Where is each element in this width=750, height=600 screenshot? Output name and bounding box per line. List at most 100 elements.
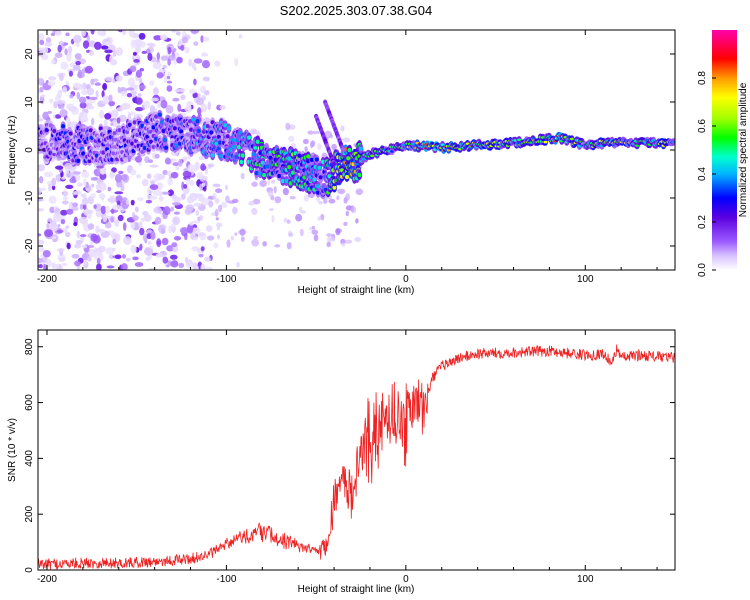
ridge-point <box>672 140 675 144</box>
noise-blob <box>95 90 99 98</box>
ridge-point <box>262 173 267 178</box>
noise-blob <box>75 42 80 47</box>
noise-blob <box>355 218 359 224</box>
colorbar-tick-label: 0.8 <box>697 71 708 85</box>
noise-blob <box>56 101 65 105</box>
noise-blob <box>320 213 325 221</box>
ridge-point <box>149 139 153 144</box>
ridge-point <box>347 148 352 153</box>
ridge-point <box>132 120 137 125</box>
noise-blob <box>196 247 201 254</box>
noise-blob <box>138 221 143 228</box>
noise-blob <box>148 159 153 164</box>
noise-blob <box>199 214 203 221</box>
noise-blob <box>136 174 142 179</box>
noise-blob <box>204 267 213 270</box>
noise-blob <box>299 228 304 237</box>
noise-blob <box>219 105 226 110</box>
noise-blob <box>122 222 127 231</box>
noise-blob <box>42 250 51 258</box>
noise-blob <box>128 30 135 37</box>
noise-blob <box>230 235 235 241</box>
noise-blob <box>93 204 97 209</box>
ridge-point <box>358 146 363 151</box>
ridge-point <box>247 135 251 140</box>
noise-blob <box>65 172 74 179</box>
noise-blob <box>286 242 292 250</box>
noise-blob <box>102 95 110 102</box>
noise-blob <box>87 244 95 248</box>
noise-blob <box>193 78 197 86</box>
noise-blob <box>44 229 53 238</box>
noise-blob <box>39 39 45 46</box>
noise-blob <box>178 262 185 269</box>
noise-blob <box>114 173 123 183</box>
ridge-point <box>314 157 319 162</box>
ridge-point <box>284 178 289 184</box>
noise-blob <box>43 263 47 270</box>
noise-blob <box>149 164 159 168</box>
noise-blob <box>74 53 82 60</box>
ridge-point <box>76 158 81 163</box>
snr-line <box>38 344 675 570</box>
noise-blob <box>47 110 53 114</box>
noise-blob <box>48 76 57 81</box>
noise-blob <box>138 32 146 40</box>
noise-blob <box>192 262 198 270</box>
noise-blob <box>168 225 172 233</box>
noise-blob <box>102 216 108 222</box>
noise-blob <box>156 238 162 248</box>
noise-blob <box>225 195 230 203</box>
noise-blob <box>251 208 258 215</box>
y-tick-label: 20 <box>24 48 35 60</box>
noise-blob <box>38 176 44 184</box>
ridge-point <box>177 141 182 146</box>
noise-blob <box>105 247 115 255</box>
noise-blob <box>157 174 166 180</box>
noise-blob <box>67 45 73 54</box>
noise-blob <box>79 111 88 120</box>
ridge-point <box>517 138 522 142</box>
noise-blob <box>102 82 108 91</box>
noise-blob <box>350 206 357 214</box>
noise-blob <box>198 253 204 258</box>
noise-blob <box>48 195 57 204</box>
noise-blob <box>109 54 115 64</box>
noise-blob <box>78 216 88 224</box>
noise-blob <box>96 190 102 193</box>
noise-blob <box>184 256 189 263</box>
noise-blob <box>234 232 238 236</box>
ridge-point <box>172 126 177 131</box>
noise-blob <box>66 53 72 62</box>
ridge-point <box>370 154 375 158</box>
noise-blob <box>71 206 79 211</box>
noise-blob <box>201 197 211 206</box>
noise-blob <box>135 69 142 78</box>
noise-blob <box>120 90 127 97</box>
noise-blob <box>340 125 345 132</box>
noise-blob <box>166 245 175 252</box>
noise-blob <box>150 230 156 240</box>
ridge-point <box>239 159 244 164</box>
noise-blob <box>96 258 101 265</box>
y-tick-label: 10 <box>24 96 35 108</box>
ridge-point <box>189 127 194 132</box>
noise-blob <box>149 184 159 191</box>
noise-blob <box>202 117 211 122</box>
noise-blob <box>179 227 189 234</box>
ridge-point <box>164 145 169 150</box>
noise-blob <box>126 93 132 98</box>
noise-blob <box>172 97 180 102</box>
noise-blob <box>191 220 201 224</box>
noise-blob <box>317 143 322 151</box>
noise-blob <box>149 105 155 113</box>
noise-blob <box>93 168 102 177</box>
noise-blob <box>118 170 124 175</box>
noise-blob <box>200 35 204 43</box>
noise-blob <box>46 222 50 229</box>
noise-blob <box>57 89 62 99</box>
noise-blob <box>129 65 137 72</box>
noise-blob <box>81 244 88 249</box>
noise-blob <box>164 75 168 84</box>
noise-blob <box>38 198 44 202</box>
